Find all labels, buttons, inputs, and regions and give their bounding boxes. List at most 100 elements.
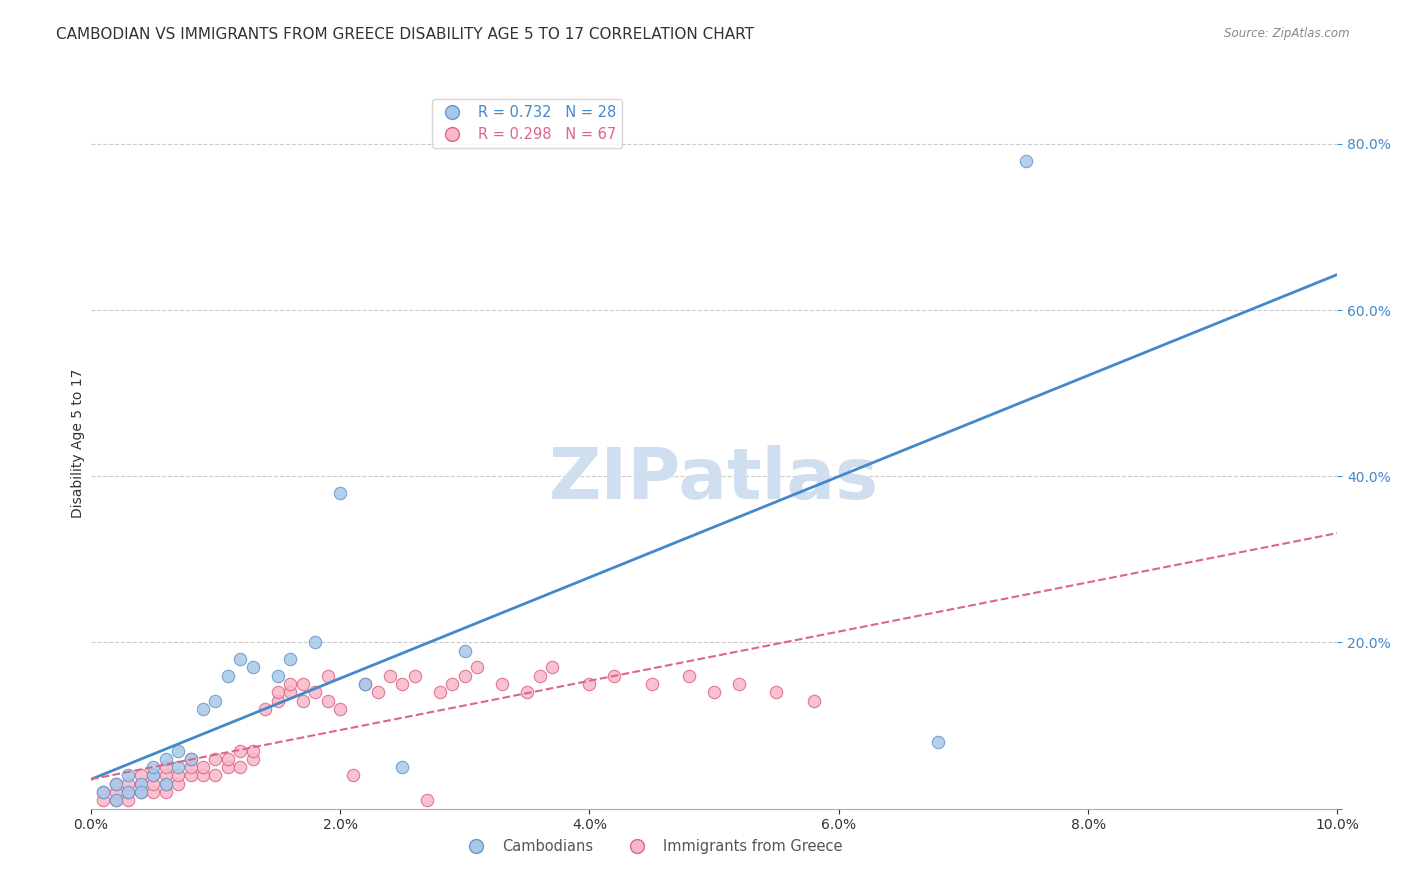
Point <box>155 752 177 766</box>
Point <box>217 752 239 766</box>
Point <box>703 685 725 699</box>
Point <box>367 685 389 699</box>
Point <box>142 785 165 799</box>
Point <box>267 693 290 707</box>
Point <box>465 660 488 674</box>
Point <box>454 669 477 683</box>
Text: Source: ZipAtlas.com: Source: ZipAtlas.com <box>1225 27 1350 40</box>
Point <box>217 760 239 774</box>
Point <box>242 743 264 757</box>
Point <box>129 785 152 799</box>
Point <box>167 760 190 774</box>
Point <box>491 677 513 691</box>
Point <box>117 777 139 791</box>
Point <box>242 752 264 766</box>
Point <box>278 652 301 666</box>
Point <box>217 669 239 683</box>
Point <box>927 735 949 749</box>
Point <box>117 785 139 799</box>
Point <box>242 660 264 674</box>
Point <box>641 677 664 691</box>
Point <box>104 777 127 791</box>
Point <box>91 785 114 799</box>
Point <box>180 752 202 766</box>
Point <box>304 685 326 699</box>
Point <box>155 777 177 791</box>
Point <box>529 669 551 683</box>
Point <box>191 768 214 782</box>
Point <box>191 702 214 716</box>
Point <box>342 768 364 782</box>
Point <box>104 793 127 807</box>
Point <box>678 669 700 683</box>
Point <box>129 785 152 799</box>
Point <box>291 677 314 691</box>
Point <box>803 693 825 707</box>
Point <box>142 777 165 791</box>
Point <box>104 793 127 807</box>
Point <box>167 768 190 782</box>
Point <box>404 669 426 683</box>
Point <box>129 768 152 782</box>
Point <box>155 785 177 799</box>
Point <box>155 777 177 791</box>
Point <box>516 685 538 699</box>
Legend: R = 0.732   N = 28, R = 0.298   N = 67: R = 0.732 N = 28, R = 0.298 N = 67 <box>432 99 623 148</box>
Point <box>180 760 202 774</box>
Point <box>267 669 290 683</box>
Point <box>229 743 252 757</box>
Point <box>129 777 152 791</box>
Point <box>291 693 314 707</box>
Point <box>91 785 114 799</box>
Point <box>278 685 301 699</box>
Point <box>204 768 226 782</box>
Point <box>129 777 152 791</box>
Point <box>254 702 277 716</box>
Point <box>155 760 177 774</box>
Text: ZIPatlas: ZIPatlas <box>548 445 879 514</box>
Point <box>378 669 401 683</box>
Point <box>91 793 114 807</box>
Point <box>142 760 165 774</box>
Point <box>391 677 413 691</box>
Point <box>416 793 439 807</box>
Point <box>603 669 626 683</box>
Point <box>541 660 564 674</box>
Text: CAMBODIAN VS IMMIGRANTS FROM GREECE DISABILITY AGE 5 TO 17 CORRELATION CHART: CAMBODIAN VS IMMIGRANTS FROM GREECE DISA… <box>56 27 754 42</box>
Point <box>329 702 352 716</box>
Point <box>155 768 177 782</box>
Point <box>191 760 214 774</box>
Point <box>329 486 352 500</box>
Point <box>117 793 139 807</box>
Point <box>117 768 139 782</box>
Y-axis label: Disability Age 5 to 17: Disability Age 5 to 17 <box>72 368 86 517</box>
Point <box>267 685 290 699</box>
Point <box>454 644 477 658</box>
Point <box>204 693 226 707</box>
Point <box>142 768 165 782</box>
Point <box>229 652 252 666</box>
Point <box>229 760 252 774</box>
Point <box>728 677 751 691</box>
Point <box>429 685 451 699</box>
Point <box>304 635 326 649</box>
Point <box>765 685 787 699</box>
Point <box>167 777 190 791</box>
Point <box>104 777 127 791</box>
Point <box>278 677 301 691</box>
Point <box>142 768 165 782</box>
Point <box>316 669 339 683</box>
Point <box>104 785 127 799</box>
Point <box>204 752 226 766</box>
Point <box>167 743 190 757</box>
Point <box>180 752 202 766</box>
Point <box>354 677 377 691</box>
Point <box>316 693 339 707</box>
Point <box>441 677 464 691</box>
Point <box>391 760 413 774</box>
Point <box>117 785 139 799</box>
Point <box>578 677 600 691</box>
Point <box>1015 153 1038 168</box>
Point <box>180 768 202 782</box>
Point <box>354 677 377 691</box>
